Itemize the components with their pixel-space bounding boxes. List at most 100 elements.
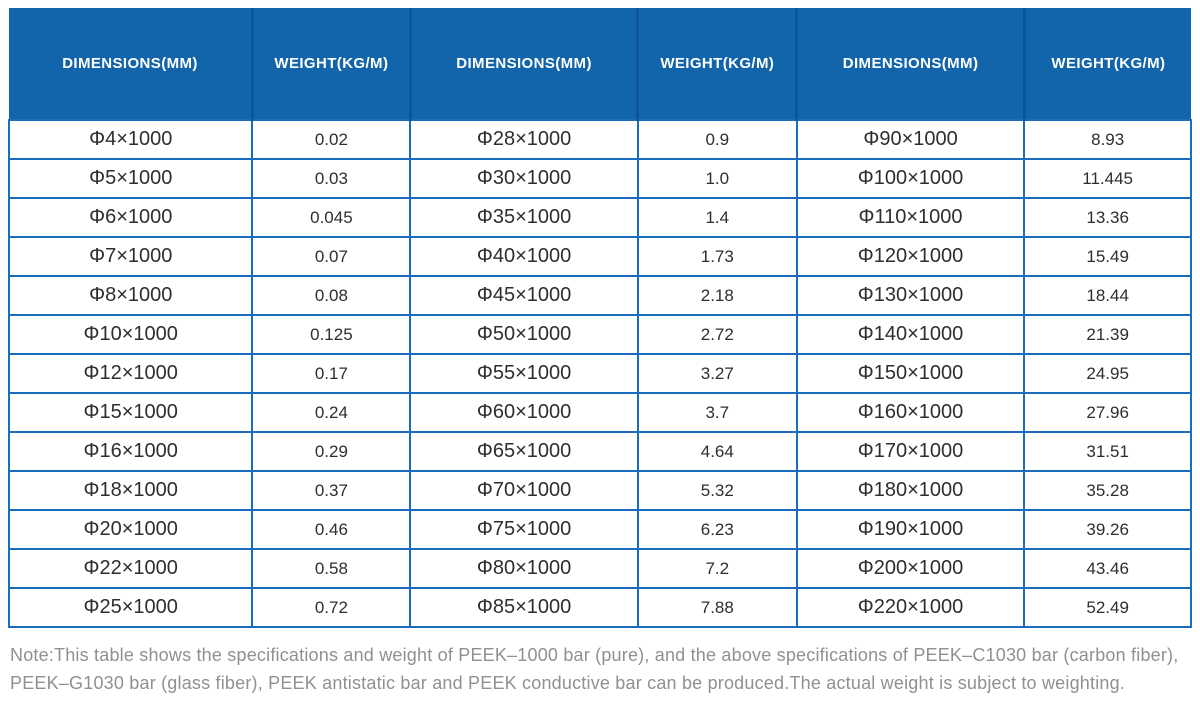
weight-cell: 2.72 bbox=[636, 314, 798, 355]
dimension-cell: Φ140×1000 bbox=[795, 314, 1026, 355]
weight-cell: 3.7 bbox=[636, 392, 798, 433]
table-row: Φ20×1000 0.46 Φ75×1000 6.23 Φ190×1000 39… bbox=[7, 509, 1192, 550]
dimension-cell: Φ30×1000 bbox=[409, 158, 639, 199]
dimension-cell: Φ170×1000 bbox=[795, 431, 1026, 472]
dimension-cell: Φ16×1000 bbox=[7, 431, 254, 472]
weight-cell: 1.0 bbox=[636, 158, 798, 199]
dimension-cell: Φ7×1000 bbox=[7, 236, 254, 277]
table-row: Φ4×1000 0.02 Φ28×1000 0.9 Φ90×1000 8.93 bbox=[7, 119, 1192, 160]
dimension-cell: Φ85×1000 bbox=[409, 587, 639, 628]
dimension-cell: Φ20×1000 bbox=[7, 509, 254, 550]
dimension-cell: Φ45×1000 bbox=[409, 275, 639, 316]
header-weight-2: WEIGHT(KG/M) bbox=[636, 8, 797, 121]
header-dimensions-2: DIMENSIONS(MM) bbox=[408, 8, 638, 121]
weight-cell: 0.58 bbox=[251, 548, 412, 589]
weight-cell: 0.72 bbox=[251, 587, 412, 628]
weight-cell: 8.93 bbox=[1023, 119, 1192, 160]
header-row: DIMENSIONS(MM) WEIGHT(KG/M) DIMENSIONS(M… bbox=[9, 8, 1191, 121]
dimension-cell: Φ130×1000 bbox=[795, 275, 1026, 316]
table-row: Φ12×1000 0.17 Φ55×1000 3.27 Φ150×1000 24… bbox=[7, 353, 1192, 394]
weight-cell: 7.2 bbox=[636, 548, 798, 589]
dimension-cell: Φ60×1000 bbox=[409, 392, 639, 433]
dimension-cell: Φ75×1000 bbox=[409, 509, 639, 550]
header-weight-3: WEIGHT(KG/M) bbox=[1022, 8, 1191, 121]
dimension-cell: Φ40×1000 bbox=[409, 236, 639, 277]
dimension-cell: Φ110×1000 bbox=[795, 197, 1026, 238]
weight-cell: 4.64 bbox=[636, 431, 798, 472]
dimension-cell: Φ70×1000 bbox=[409, 470, 639, 511]
weight-cell: 13.36 bbox=[1023, 197, 1192, 238]
table-row: Φ7×1000 0.07 Φ40×1000 1.73 Φ120×1000 15.… bbox=[7, 236, 1192, 277]
weight-cell: 0.045 bbox=[251, 197, 412, 238]
dimension-cell: Φ80×1000 bbox=[409, 548, 639, 589]
dimension-cell: Φ18×1000 bbox=[7, 470, 254, 511]
weight-cell: 21.39 bbox=[1023, 314, 1192, 355]
weight-cell: 0.17 bbox=[251, 353, 412, 394]
weight-cell: 39.26 bbox=[1023, 509, 1192, 550]
table-row: Φ15×1000 0.24 Φ60×1000 3.7 Φ160×1000 27.… bbox=[7, 392, 1192, 433]
table-row: Φ6×1000 0.045 Φ35×1000 1.4 Φ110×1000 13.… bbox=[7, 197, 1192, 238]
dimension-cell: Φ22×1000 bbox=[7, 548, 254, 589]
table-row: Φ18×1000 0.37 Φ70×1000 5.32 Φ180×1000 35… bbox=[7, 470, 1192, 511]
weight-cell: 0.9 bbox=[636, 119, 798, 160]
dimension-cell: Φ200×1000 bbox=[795, 548, 1026, 589]
weight-cell: 27.96 bbox=[1023, 392, 1192, 433]
dimension-cell: Φ6×1000 bbox=[7, 197, 254, 238]
weight-cell: 7.88 bbox=[636, 587, 798, 628]
table-row: Φ22×1000 0.58 Φ80×1000 7.2 Φ200×1000 43.… bbox=[7, 548, 1192, 589]
weight-cell: 1.73 bbox=[636, 236, 798, 277]
dimension-cell: Φ120×1000 bbox=[795, 236, 1026, 277]
weight-cell: 2.18 bbox=[636, 275, 798, 316]
weight-cell: 35.28 bbox=[1023, 470, 1192, 511]
dimension-cell: Φ4×1000 bbox=[7, 119, 254, 160]
dimension-cell: Φ220×1000 bbox=[795, 587, 1026, 628]
peek-bar-spec-table: DIMENSIONS(MM) WEIGHT(KG/M) DIMENSIONS(M… bbox=[7, 8, 1192, 628]
dimension-cell: Φ55×1000 bbox=[409, 353, 639, 394]
dimension-cell: Φ150×1000 bbox=[795, 353, 1026, 394]
table-body: Φ4×1000 0.02 Φ28×1000 0.9 Φ90×1000 8.93 … bbox=[7, 119, 1192, 628]
weight-cell: 43.46 bbox=[1023, 548, 1192, 589]
dimension-cell: Φ12×1000 bbox=[7, 353, 254, 394]
weight-cell: 11.445 bbox=[1023, 158, 1192, 199]
weight-cell: 18.44 bbox=[1023, 275, 1192, 316]
header-dimensions-3: DIMENSIONS(MM) bbox=[795, 8, 1025, 121]
dimension-cell: Φ28×1000 bbox=[409, 119, 639, 160]
table-header: DIMENSIONS(MM) WEIGHT(KG/M) DIMENSIONS(M… bbox=[9, 8, 1191, 121]
header-weight-1: WEIGHT(KG/M) bbox=[250, 8, 411, 121]
weight-cell: 6.23 bbox=[636, 509, 798, 550]
table-row: Φ25×1000 0.72 Φ85×1000 7.88 Φ220×1000 52… bbox=[7, 587, 1192, 628]
weight-cell: 0.37 bbox=[251, 470, 412, 511]
dimension-cell: Φ50×1000 bbox=[409, 314, 639, 355]
dimension-cell: Φ190×1000 bbox=[795, 509, 1026, 550]
table-row: Φ16×1000 0.29 Φ65×1000 4.64 Φ170×1000 31… bbox=[7, 431, 1192, 472]
table-note: Note:This table shows the specifications… bbox=[10, 645, 1179, 693]
dimension-cell: Φ25×1000 bbox=[7, 587, 254, 628]
table-row: Φ5×1000 0.03 Φ30×1000 1.0 Φ100×1000 11.4… bbox=[7, 158, 1192, 199]
dimension-cell: Φ15×1000 bbox=[7, 392, 254, 433]
table-row: Φ8×1000 0.08 Φ45×1000 2.18 Φ130×1000 18.… bbox=[7, 275, 1192, 316]
dimension-cell: Φ65×1000 bbox=[409, 431, 639, 472]
weight-cell: 0.08 bbox=[251, 275, 412, 316]
dimension-cell: Φ10×1000 bbox=[7, 314, 254, 355]
dimension-cell: Φ8×1000 bbox=[7, 275, 254, 316]
weight-cell: 0.46 bbox=[251, 509, 412, 550]
weight-cell: 24.95 bbox=[1023, 353, 1192, 394]
dimension-cell: Φ100×1000 bbox=[795, 158, 1026, 199]
weight-cell: 15.49 bbox=[1023, 236, 1192, 277]
weight-cell: 52.49 bbox=[1023, 587, 1192, 628]
weight-cell: 31.51 bbox=[1023, 431, 1192, 472]
weight-cell: 1.4 bbox=[636, 197, 798, 238]
weight-cell: 3.27 bbox=[636, 353, 798, 394]
weight-cell: 0.24 bbox=[251, 392, 412, 433]
dimension-cell: Φ5×1000 bbox=[7, 158, 254, 199]
dimension-cell: Φ35×1000 bbox=[409, 197, 639, 238]
table-row: Φ10×1000 0.125 Φ50×1000 2.72 Φ140×1000 2… bbox=[7, 314, 1192, 355]
weight-cell: 0.02 bbox=[251, 119, 412, 160]
header-dimensions-1: DIMENSIONS(MM) bbox=[9, 8, 253, 121]
weight-cell: 5.32 bbox=[636, 470, 798, 511]
dimension-cell: Φ90×1000 bbox=[795, 119, 1026, 160]
weight-cell: 0.125 bbox=[251, 314, 412, 355]
dimension-cell: Φ160×1000 bbox=[795, 392, 1026, 433]
weight-cell: 0.03 bbox=[251, 158, 412, 199]
weight-cell: 0.07 bbox=[251, 236, 412, 277]
